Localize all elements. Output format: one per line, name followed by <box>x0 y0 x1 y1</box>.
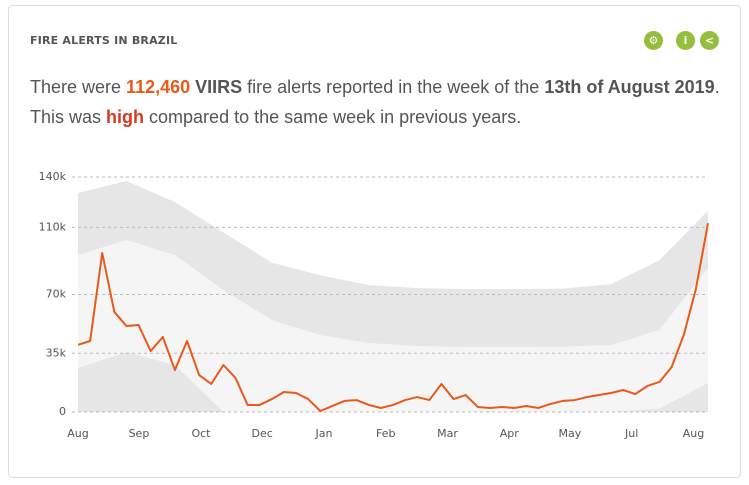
y-tick-label: 110k <box>39 220 67 233</box>
sentence-part: . This was <box>30 77 720 127</box>
x-tick-label: Sep <box>129 427 150 440</box>
info-button[interactable]: i <box>676 31 695 50</box>
widget-card <box>8 5 741 478</box>
x-tick-label: May <box>559 427 582 440</box>
widget-title: FIRE ALERTS IN BRAZIL <box>30 34 178 47</box>
sentence-part: 13th of August 2019 <box>544 77 715 97</box>
x-tick-label: Apr <box>500 427 520 440</box>
x-tick-label: Feb <box>376 427 395 440</box>
summary-sentence: There were 112,460 VIIRS fire alerts rep… <box>30 72 720 132</box>
sentence-part: VIIRS <box>190 77 243 97</box>
y-tick-label: 35k <box>46 346 67 359</box>
sentence-part: high <box>106 107 145 127</box>
x-tick-label: Jul <box>624 427 638 440</box>
y-tick-label: 70k <box>46 288 67 301</box>
x-tick-label: Aug <box>683 427 704 440</box>
share-button[interactable]: < <box>700 31 719 50</box>
y-tick-label: 140k <box>39 170 67 183</box>
x-tick-label: Mar <box>437 427 458 440</box>
x-tick-label: Jan <box>314 427 332 440</box>
sentence-part: 112,460 <box>126 77 191 97</box>
sentence-part: There were <box>30 77 127 97</box>
range-band <box>78 239 708 412</box>
x-tick-label: Dec <box>252 427 273 440</box>
settings-button[interactable]: ⚙ <box>644 31 663 50</box>
fire-alerts-line <box>77 223 709 412</box>
sentence-part: compared to the same week in previous ye… <box>144 107 522 127</box>
y-tick-label: 0 <box>59 405 66 418</box>
sentence-part: fire alerts reported in the week of the <box>242 77 545 97</box>
x-tick-label: Oct <box>191 427 211 440</box>
x-tick-label: Aug <box>67 427 88 440</box>
